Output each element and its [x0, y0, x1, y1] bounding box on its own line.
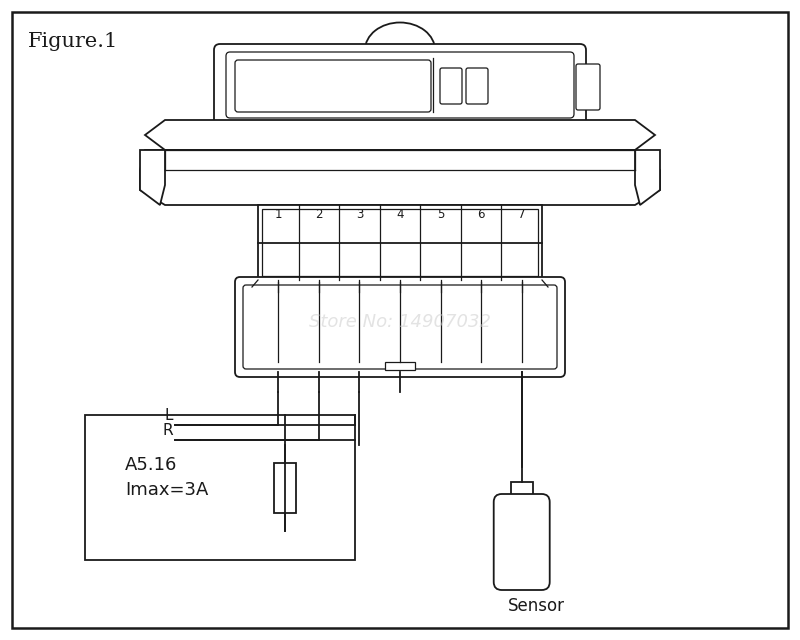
FancyBboxPatch shape — [214, 44, 586, 126]
Bar — [85, 415, 355, 560]
FancyBboxPatch shape — [235, 60, 431, 112]
Bar — [262, 209, 538, 276]
Text: 5: 5 — [437, 209, 444, 221]
Text: Store No: 14907032: Store No: 14907032 — [309, 313, 491, 331]
Bar — [510, 482, 533, 502]
FancyBboxPatch shape — [243, 285, 557, 369]
Text: Figure.1: Figure.1 — [28, 32, 118, 51]
FancyBboxPatch shape — [226, 52, 574, 118]
Text: 1: 1 — [274, 209, 282, 221]
Text: 7: 7 — [518, 209, 526, 221]
Bar — [258, 205, 542, 280]
Text: R: R — [162, 423, 173, 438]
Text: L: L — [165, 408, 173, 423]
Text: Imax=3A: Imax=3A — [125, 481, 208, 499]
Polygon shape — [140, 150, 660, 205]
Text: 2: 2 — [315, 209, 322, 221]
FancyBboxPatch shape — [494, 494, 550, 590]
FancyBboxPatch shape — [235, 277, 565, 377]
Bar — [385, 362, 415, 370]
Text: 6: 6 — [478, 209, 485, 221]
Text: A5.16: A5.16 — [125, 456, 178, 474]
Polygon shape — [140, 150, 165, 205]
Polygon shape — [635, 150, 660, 205]
FancyBboxPatch shape — [466, 68, 488, 104]
Text: Sensor: Sensor — [508, 597, 566, 615]
FancyBboxPatch shape — [440, 68, 462, 104]
FancyBboxPatch shape — [576, 64, 600, 110]
Polygon shape — [145, 120, 655, 150]
Bar — [274, 463, 296, 513]
Text: 3: 3 — [356, 209, 363, 221]
Text: 4: 4 — [396, 209, 404, 221]
